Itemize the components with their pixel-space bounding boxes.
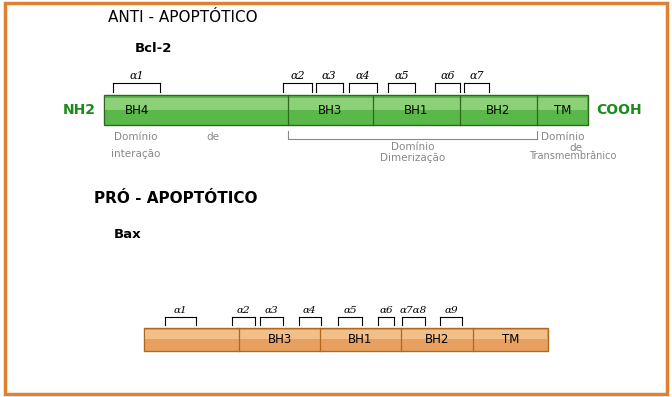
Text: COOH: COOH [596, 103, 642, 117]
Text: α3: α3 [322, 71, 337, 81]
Text: α9: α9 [444, 306, 458, 315]
Text: α6: α6 [380, 306, 393, 315]
Text: α3: α3 [265, 306, 278, 315]
Text: BH4: BH4 [124, 104, 149, 117]
Text: α7α8: α7α8 [400, 306, 427, 315]
Text: BH2: BH2 [487, 104, 511, 117]
Text: Transmembrânico: Transmembrânico [530, 151, 617, 161]
Text: Bcl-2: Bcl-2 [134, 42, 172, 55]
FancyBboxPatch shape [104, 95, 588, 125]
Text: Bax: Bax [114, 228, 142, 241]
Text: α2: α2 [237, 306, 250, 315]
FancyBboxPatch shape [105, 98, 587, 110]
Text: Domínio: Domínio [114, 132, 157, 142]
Text: α6: α6 [440, 71, 455, 81]
Text: ANTI - APOPTÓTICO: ANTI - APOPTÓTICO [108, 10, 257, 25]
Text: α2: α2 [290, 71, 305, 81]
Text: Domínio: Domínio [541, 132, 585, 142]
Text: α7: α7 [470, 71, 484, 81]
Text: α4: α4 [303, 306, 317, 315]
Text: TM: TM [554, 104, 571, 117]
Text: α5: α5 [394, 71, 409, 81]
Text: BH2: BH2 [425, 333, 449, 346]
Text: interação: interação [111, 149, 161, 159]
Text: α1: α1 [174, 306, 187, 315]
FancyBboxPatch shape [144, 328, 548, 351]
Text: de: de [206, 132, 220, 142]
Text: Dimerização: Dimerização [380, 153, 446, 163]
Text: BH3: BH3 [267, 333, 292, 346]
Text: BH1: BH1 [348, 333, 372, 346]
FancyBboxPatch shape [145, 330, 547, 339]
Text: de: de [570, 143, 583, 153]
Text: NH2: NH2 [63, 103, 96, 117]
Text: Domínio: Domínio [391, 142, 434, 152]
Text: α5: α5 [343, 306, 357, 315]
Text: α1: α1 [129, 71, 144, 81]
Text: TM: TM [502, 333, 519, 346]
Text: BH1: BH1 [404, 104, 429, 117]
Text: BH3: BH3 [319, 104, 343, 117]
Text: α4: α4 [355, 71, 370, 81]
Text: PRÓ - APOPTÓTICO: PRÓ - APOPTÓTICO [94, 191, 257, 206]
